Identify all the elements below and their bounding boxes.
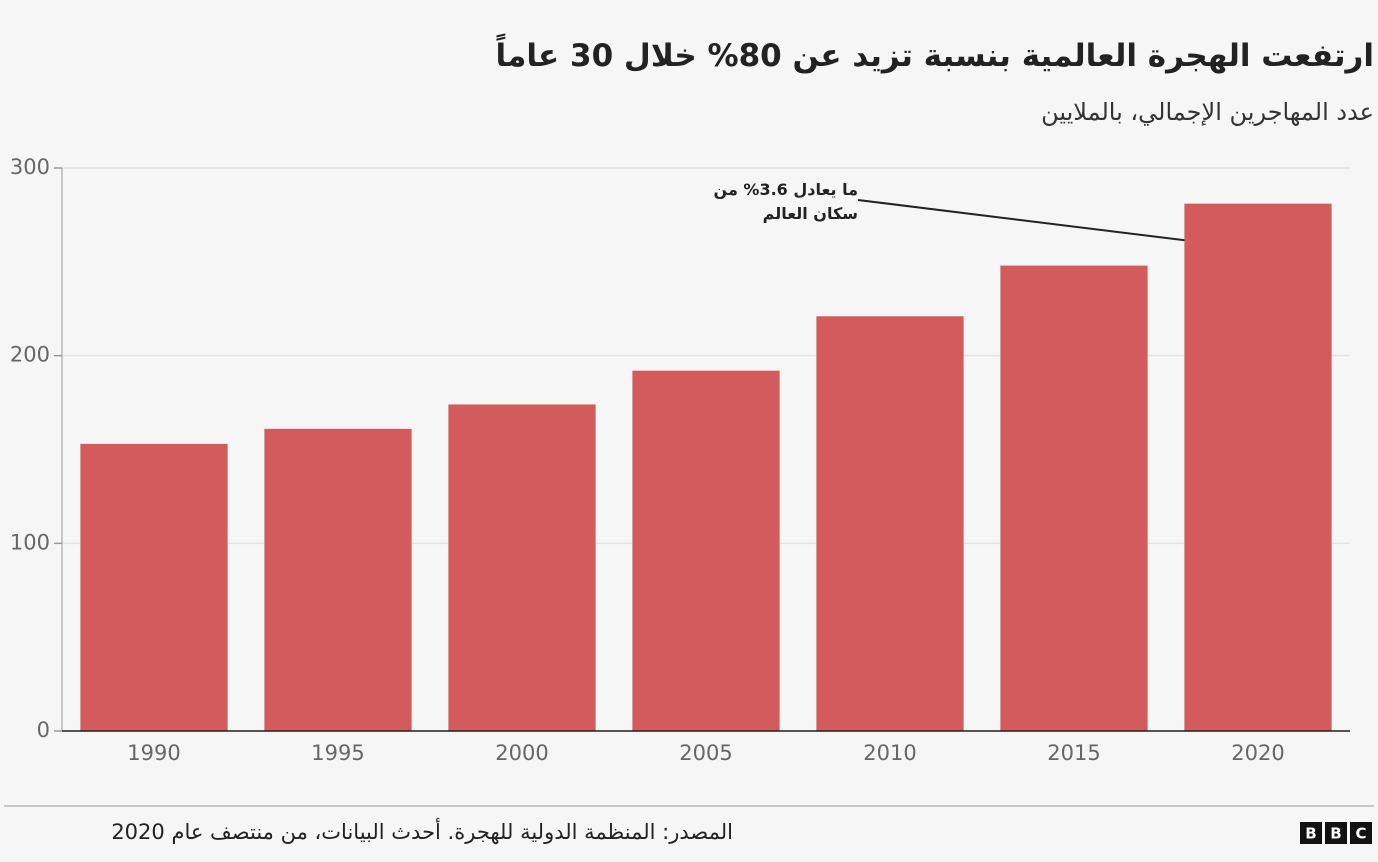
x-tick-label: 2010 xyxy=(863,741,916,765)
chart-subtitle: عدد المهاجرين الإجمالي، بالملايين xyxy=(1041,98,1374,126)
logo-block xyxy=(1300,822,1322,844)
bar xyxy=(1000,265,1148,731)
x-tick-label: 1990 xyxy=(127,741,180,765)
source-note: المصدر: المنظمة الدولية للهجرة. أحدث الب… xyxy=(111,820,733,844)
bar xyxy=(264,428,412,731)
annotation: ما يعادل 3.6% من سكان العالم xyxy=(714,178,858,226)
y-tick-label: 0 xyxy=(37,718,50,742)
y-tick-label: 300 xyxy=(10,155,50,179)
bar xyxy=(1184,203,1332,731)
x-tick-label: 2005 xyxy=(679,741,732,765)
bar xyxy=(80,443,228,731)
x-tick-label: 2015 xyxy=(1047,741,1100,765)
x-tick-label: 1995 xyxy=(311,741,364,765)
y-tick-label: 200 xyxy=(10,343,50,367)
x-tick-label: 2020 xyxy=(1231,741,1284,765)
logo-block xyxy=(1325,822,1347,844)
logo-letter: C xyxy=(1355,825,1366,843)
logo-letter: B xyxy=(1305,825,1316,843)
annotation-line: ما يعادل 3.6% من xyxy=(713,180,858,199)
chart-title: ارتفعت الهجرة العالمية بنسبة تزيد عن 80%… xyxy=(495,38,1374,74)
bar xyxy=(816,316,964,731)
annotation-line: سكان العالم xyxy=(762,204,858,223)
logo-letter: B xyxy=(1330,825,1341,843)
logo-block xyxy=(1350,822,1372,844)
bar xyxy=(632,370,780,731)
x-tick-label: 2000 xyxy=(495,741,548,765)
y-tick-label: 100 xyxy=(10,530,50,554)
bar xyxy=(448,404,596,731)
